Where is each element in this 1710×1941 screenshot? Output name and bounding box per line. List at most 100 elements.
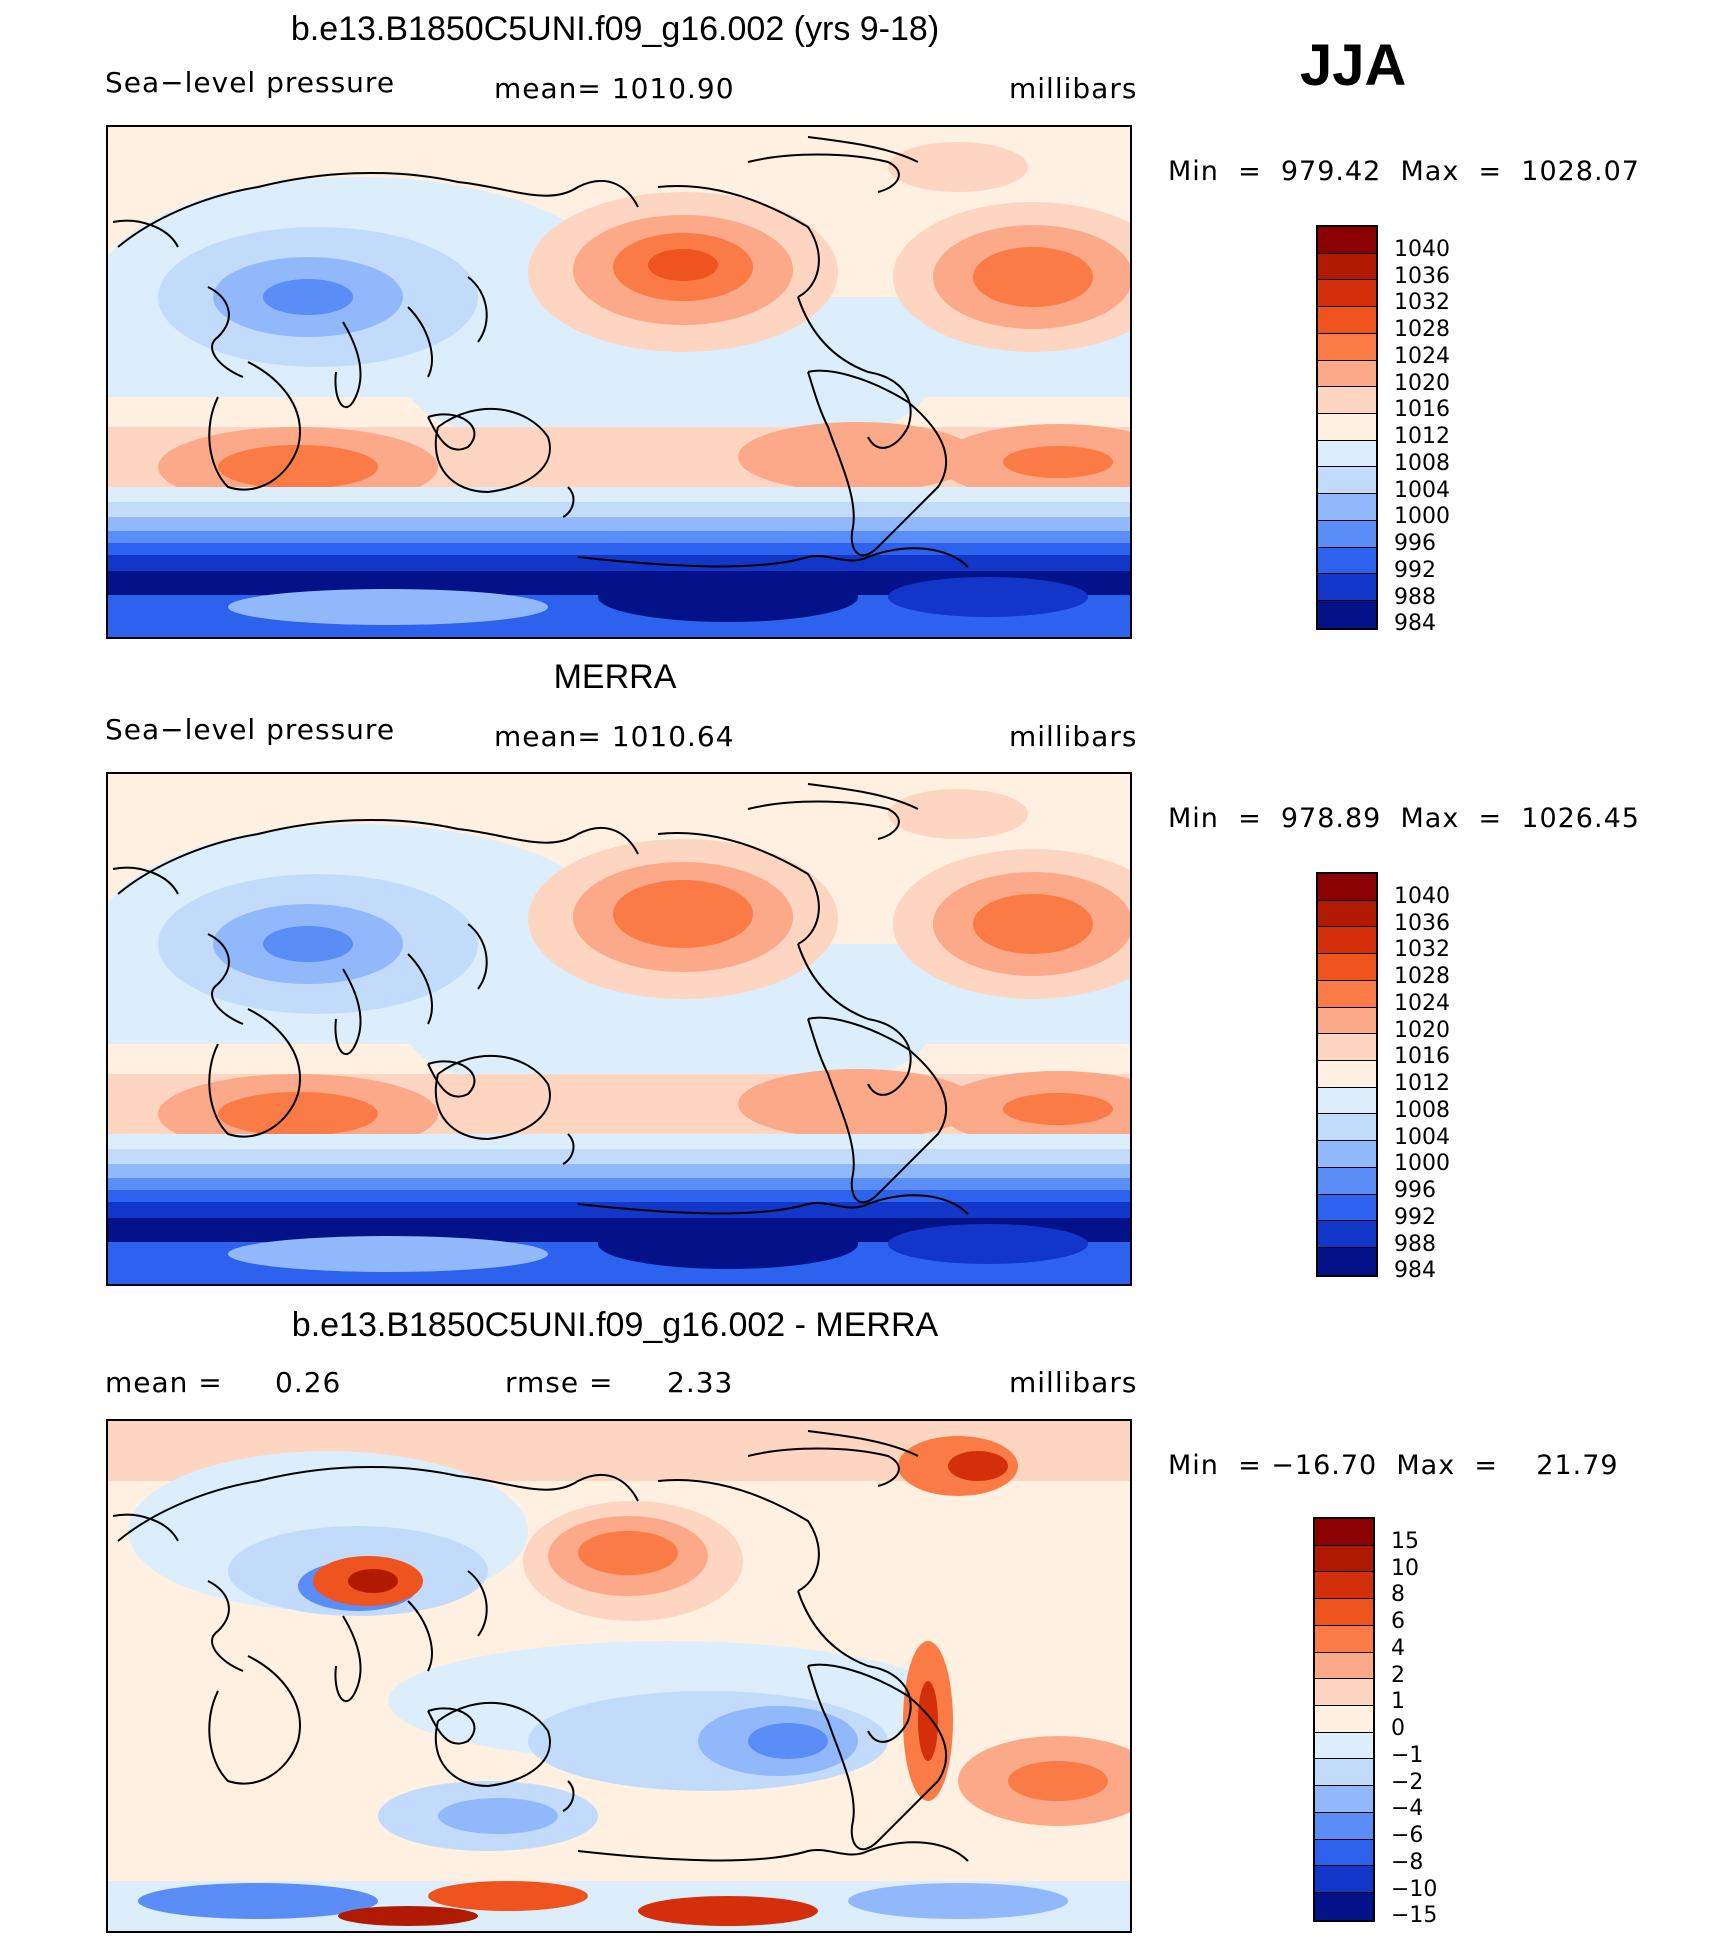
- colorbar-swatch: [1318, 547, 1376, 575]
- coastline: [207, 933, 244, 1025]
- colorbar-swatch: [1318, 1167, 1376, 1195]
- contour-blob: [848, 1883, 1068, 1919]
- colorbar-tick-label: −2: [1391, 1769, 1424, 1795]
- coastline: [112, 219, 179, 248]
- contour-blob: [888, 577, 1088, 617]
- colorbar-tick-label: 1000: [1394, 504, 1450, 530]
- colorbar-tick-label: 2: [1391, 1662, 1405, 1688]
- colorbar-swatch: [1315, 1706, 1373, 1733]
- contour-band: [108, 487, 1130, 502]
- colorbar-tick-label: 10: [1391, 1555, 1419, 1581]
- coastline: [562, 486, 575, 518]
- colorbar-tick-label: 996: [1394, 531, 1436, 557]
- coastline: [797, 296, 912, 449]
- panel3-rmse-value: 2.33: [667, 1366, 734, 1399]
- panel3-title: b.e13.B1850C5UNI.f09_g16.002 - MERRA: [291, 1306, 939, 1344]
- colorbar-tick-label: 1008: [1394, 1097, 1450, 1123]
- contour-blob: [408, 964, 928, 1104]
- colorbar-swatch: [1318, 414, 1376, 441]
- contour-blob: [263, 926, 353, 962]
- colorbar-swatch: [1318, 1194, 1376, 1222]
- coastline: [562, 1780, 575, 1812]
- coastline: [434, 407, 551, 494]
- contour-band: [108, 502, 1130, 517]
- colorbar-tick-label: 992: [1394, 1204, 1436, 1230]
- contour-blob: [218, 1092, 378, 1136]
- colorbar-swatch: [1318, 601, 1376, 628]
- contour-blob: [263, 279, 353, 315]
- panel2-map: [106, 772, 1132, 1286]
- coastline: [407, 306, 433, 378]
- panel3-minmax: Min = −16.70 Max = 21.79: [1168, 1450, 1619, 1481]
- colorbar-swatch: [1315, 1572, 1373, 1600]
- colorbar-swatch: [1318, 1221, 1376, 1249]
- colorbar-tick-label: 1020: [1394, 1017, 1450, 1043]
- contour-blob: [738, 1069, 978, 1139]
- colorbar-tick-label: 1036: [1394, 910, 1450, 936]
- contour-band: [108, 1134, 1130, 1149]
- contour-blob: [888, 142, 1028, 192]
- coastline: [117, 171, 639, 248]
- colorbar-tick-label: 1012: [1394, 424, 1450, 450]
- coastline: [112, 866, 179, 895]
- colorbar-tick-label: 984: [1394, 1258, 1436, 1284]
- panel1-minmax: Min = 979.42 Max = 1028.07: [1168, 156, 1640, 187]
- coastline: [807, 783, 919, 810]
- coastline: [657, 185, 820, 298]
- coastline: [747, 1447, 900, 1487]
- colorbar-tick-label: 1: [1391, 1689, 1405, 1715]
- colorbar-swatch: [1318, 333, 1376, 361]
- coastline: [112, 1513, 179, 1542]
- panel1-units: millibars: [1009, 72, 1138, 105]
- contour-blob: [948, 1451, 1008, 1481]
- contour-blob: [738, 422, 978, 492]
- panel1-colorbar: [1316, 225, 1378, 630]
- panel3-mean-value: 0.26: [275, 1366, 342, 1399]
- panel3-units: millibars: [1009, 1366, 1138, 1399]
- panel3-map: [106, 1419, 1132, 1933]
- contour-blob: [973, 894, 1093, 954]
- coastline: [208, 361, 301, 491]
- colorbar-tick-label: 1032: [1394, 290, 1450, 316]
- season-label: JJA: [1300, 33, 1407, 98]
- coastline: [407, 1600, 433, 1672]
- colorbar-tick-label: 996: [1394, 1178, 1436, 1204]
- contour-band: [108, 1164, 1130, 1178]
- coastline: [427, 1707, 476, 1745]
- colorbar-tick-label: −8: [1391, 1849, 1424, 1875]
- coastline: [807, 1430, 919, 1457]
- panel1-mean: mean= 1010.90: [494, 72, 735, 105]
- contour-blob: [1003, 1093, 1113, 1125]
- contour-blob: [578, 1531, 678, 1575]
- coastline: [797, 943, 912, 1096]
- colorbar-tick-label: 1016: [1394, 397, 1450, 423]
- contour-blob: [888, 1224, 1088, 1264]
- panel1-title: b.e13.B1850C5UNI.f09_g16.002 (yrs 9-18): [290, 10, 940, 48]
- colorbar-swatch: [1318, 360, 1376, 388]
- coastline: [657, 1479, 820, 1592]
- contour-blob: [613, 880, 753, 948]
- contour-blob: [348, 1569, 398, 1593]
- panel2-field-svg: [108, 774, 1130, 1284]
- coastline: [427, 413, 476, 451]
- contour-blob: [218, 445, 378, 489]
- colorbar-tick-label: 6: [1391, 1609, 1405, 1635]
- colorbar-tick-label: 988: [1394, 1231, 1436, 1257]
- colorbar-swatch: [1315, 1545, 1373, 1573]
- panel3-rmse-label: rmse =: [505, 1366, 614, 1399]
- panel3-colorbar: [1313, 1517, 1375, 1922]
- coastline: [334, 321, 362, 409]
- coastline: [208, 1008, 301, 1138]
- colorbar-tick-label: 1004: [1394, 477, 1450, 503]
- colorbar-tick-label: 1024: [1394, 343, 1450, 369]
- contour-band: [108, 555, 1130, 571]
- colorbar-swatch: [1318, 1007, 1376, 1035]
- colorbar-swatch: [1315, 1786, 1373, 1813]
- colorbar-swatch: [1318, 307, 1376, 334]
- coastline: [434, 1054, 551, 1141]
- coastline: [577, 547, 969, 568]
- panel1-field-svg: [108, 127, 1130, 637]
- colorbar-swatch: [1315, 1759, 1373, 1787]
- coastline: [747, 153, 900, 193]
- colorbar-tick-label: 1028: [1394, 964, 1450, 990]
